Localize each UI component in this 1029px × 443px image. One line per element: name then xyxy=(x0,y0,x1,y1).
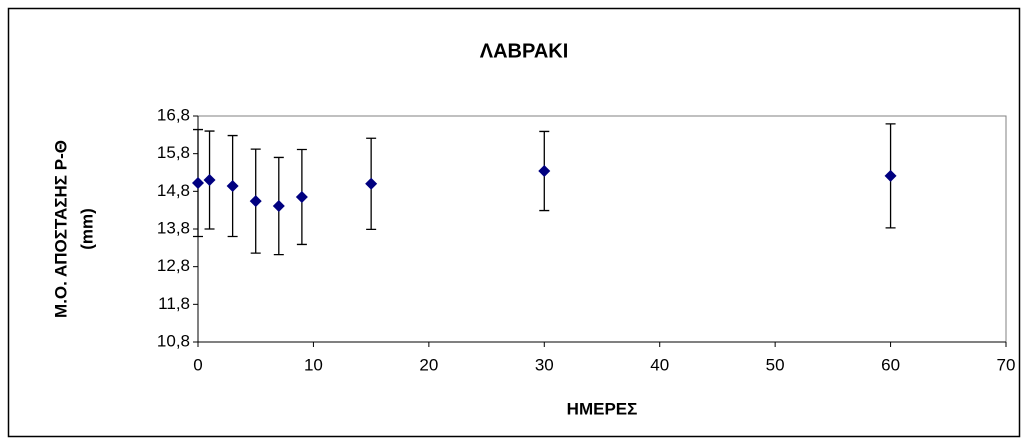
y-tick-label: 13,8 xyxy=(157,218,190,237)
data-point xyxy=(203,174,216,187)
chart-title: ΛΑΒΡΑΚΙ xyxy=(480,40,569,62)
y-tick-label: 12,8 xyxy=(157,256,190,275)
data-point xyxy=(538,164,551,177)
y-tick-label: 11,8 xyxy=(158,294,190,313)
x-tick-label: 60 xyxy=(881,355,900,374)
data-point xyxy=(192,177,204,190)
x-tick-label: 70 xyxy=(997,355,1016,374)
x-tick-label: 20 xyxy=(419,355,438,374)
x-tick-label: 40 xyxy=(650,355,669,374)
data-point xyxy=(249,195,262,208)
x-axis-label: ΗΜΕΡΕΣ xyxy=(567,399,638,418)
data-point xyxy=(272,200,285,213)
y-axis-label: (mm) xyxy=(77,208,96,250)
chart-frame xyxy=(7,7,1021,438)
y-tick-label: 10,8 xyxy=(157,331,190,350)
data-point xyxy=(295,190,308,203)
y-axis-label: Μ.Ο. ΑΠΟΣΤΑΣΗΣ Ρ-Θ xyxy=(51,140,70,318)
data-point xyxy=(884,169,897,182)
y-tick-label: 15,8 xyxy=(157,143,190,162)
y-tick-label: 16,8 xyxy=(157,105,190,124)
data-point xyxy=(365,177,378,190)
x-tick-label: 30 xyxy=(535,355,554,374)
x-tick-label: 50 xyxy=(766,355,785,374)
data-point xyxy=(226,180,239,193)
x-tick-label: 10 xyxy=(304,355,323,374)
x-tick-label: 0 xyxy=(193,355,202,374)
y-tick-label: 14,8 xyxy=(157,181,190,200)
